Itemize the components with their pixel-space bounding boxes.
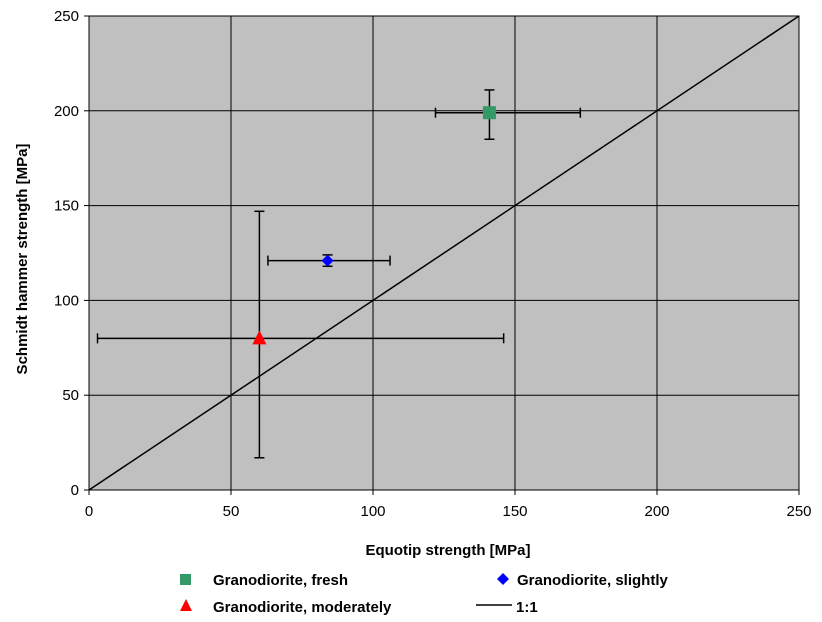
plot-area-frame bbox=[88, 15, 800, 491]
y-tick-label: 200 bbox=[54, 103, 79, 120]
series-triangle bbox=[96, 210, 505, 459]
series-square bbox=[434, 89, 582, 140]
series-diamond bbox=[267, 254, 391, 268]
legend-item-moderately: Granodiorite, moderately bbox=[180, 599, 392, 616]
tick-labels: 0 50 100 150 200 250 0 50 100 150 200 250 bbox=[54, 8, 812, 520]
legend-label-fresh: Granodiorite, fresh bbox=[213, 572, 348, 589]
x-tick-label: 100 bbox=[360, 503, 385, 520]
data-point-square bbox=[482, 106, 496, 120]
legend-label-slightly: Granodiorite, slightly bbox=[517, 572, 669, 589]
y-axis-title: Schmidt hammer strength [MPa] bbox=[14, 144, 31, 375]
x-tick-label: 150 bbox=[502, 503, 527, 520]
y-tick-label: 0 bbox=[71, 482, 79, 499]
y-tick-label: 100 bbox=[54, 292, 79, 309]
y-tick-label: 50 bbox=[62, 387, 79, 404]
legend: Granodiorite, fresh Granodiorite, slight… bbox=[180, 572, 669, 616]
legend-item-fresh: Granodiorite, fresh bbox=[180, 572, 348, 589]
legend-marker-square bbox=[180, 574, 191, 585]
x-tick-label: 250 bbox=[786, 503, 811, 520]
legend-item-reference: 1:1 bbox=[476, 599, 538, 616]
x-axis-title: Equotip strength [MPa] bbox=[366, 542, 531, 559]
data-point-diamond bbox=[321, 254, 334, 267]
x-tick-label: 0 bbox=[85, 503, 93, 520]
legend-item-slightly: Granodiorite, slightly bbox=[497, 572, 669, 589]
legend-label-reference: 1:1 bbox=[516, 599, 538, 616]
reference-line-1-1 bbox=[88, 15, 800, 491]
x-tick-label: 50 bbox=[223, 503, 240, 520]
legend-marker-triangle bbox=[180, 599, 192, 611]
data-point-triangle bbox=[252, 330, 267, 345]
legend-label-moderately: Granodiorite, moderately bbox=[213, 599, 392, 616]
data-series bbox=[96, 89, 582, 459]
y-tick-label: 250 bbox=[54, 8, 79, 25]
grid-lines bbox=[88, 15, 800, 491]
legend-marker-diamond bbox=[497, 573, 509, 585]
y-tick-label: 150 bbox=[54, 198, 79, 215]
x-tick-label: 200 bbox=[644, 503, 669, 520]
